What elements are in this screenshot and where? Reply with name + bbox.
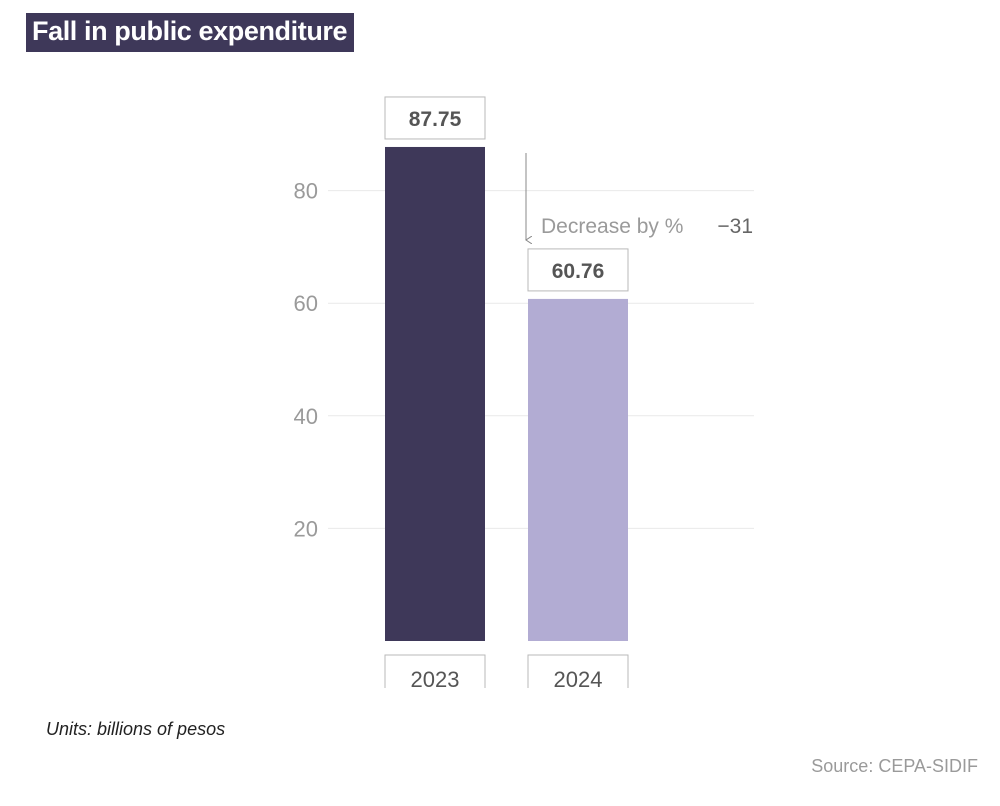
value-label-box-2023 xyxy=(384,96,486,140)
source-note: Source: CEPA-SIDIF xyxy=(811,756,978,776)
value-label-box-2024 xyxy=(527,248,629,292)
decrease-label: Decrease by % xyxy=(541,215,683,238)
y-tick-label-80: 80 xyxy=(294,179,318,204)
decrease-value: −31 xyxy=(717,215,753,238)
y-tick-label-40: 40 xyxy=(294,404,318,429)
category-label-2024: 2024 xyxy=(554,667,603,692)
value-label-2024: 60.76 xyxy=(552,260,605,283)
category-label-box-2023 xyxy=(384,654,486,688)
chart-title: Fall in public expenditure xyxy=(26,13,355,52)
category-label-box-2024 xyxy=(527,654,629,688)
y-tick-label-60: 60 xyxy=(294,291,318,316)
value-label-2023: 87.75 xyxy=(409,108,462,131)
units-note: Units: billions of pesos xyxy=(46,719,226,739)
y-tick-label-20: 20 xyxy=(294,516,318,541)
category-label-2023: 2023 xyxy=(411,667,460,692)
bar-2023 xyxy=(385,146,485,641)
bar-2024 xyxy=(528,298,628,641)
